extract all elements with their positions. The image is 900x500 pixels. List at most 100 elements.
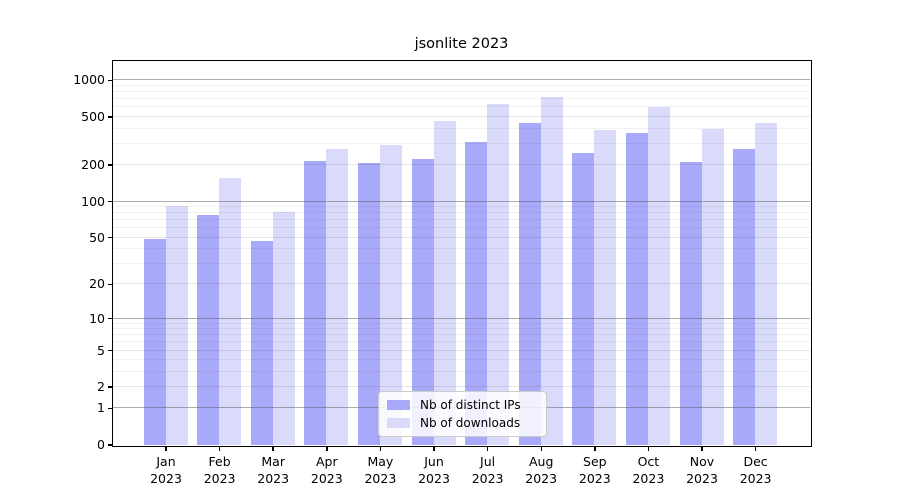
x-tick-label-Oct: Oct 2023 (632, 454, 665, 486)
bar-distinct-ips-May (357, 163, 380, 445)
bar-distinct-ips-Mar (250, 241, 273, 445)
gridline-7 (112, 334, 810, 336)
legend-label-distinct-ips: Nb of distinct IPs (420, 398, 521, 412)
y-tick-label-2: 2 (97, 379, 105, 394)
x-tick-label-Jan: Jan 2023 (150, 454, 182, 486)
gridline-500 (112, 116, 810, 117)
y-tick-label-200: 200 (81, 157, 105, 173)
gridline-6 (112, 341, 810, 343)
x-tick-label-May: May 2023 (364, 454, 397, 486)
legend-swatch-distinct-ips (387, 400, 410, 410)
bar-downloads-May (379, 145, 402, 445)
x-tick-Dec (754, 446, 757, 451)
x-tick-label-Jun: Jun 2023 (418, 454, 450, 486)
gridline-700 (112, 98, 810, 100)
bar-downloads-Feb (219, 178, 242, 445)
bars-layer (113, 61, 810, 445)
gridline-5 (112, 349, 810, 351)
gridline-900 (112, 85, 810, 86)
gridline-1000 (112, 79, 810, 81)
bar-distinct-ips-Aug (518, 123, 541, 445)
x-tick-Nov (701, 446, 703, 451)
y-tick-1000 (108, 79, 113, 82)
x-tick-Apr (326, 446, 328, 451)
x-tick-label-Apr: Apr 2023 (310, 454, 343, 486)
gridline-100 (112, 200, 810, 202)
gridline-3 (112, 370, 810, 372)
x-tick-Aug (540, 446, 542, 451)
bar-downloads-Jun (433, 121, 456, 445)
x-tick-label-Nov: Nov 2023 (686, 454, 718, 486)
y-tick-label-20: 20 (89, 276, 105, 292)
x-tick-label-Mar: Mar 2023 (257, 454, 290, 486)
y-tick-10 (108, 317, 113, 320)
gridline-30 (112, 262, 810, 264)
y-tick-500 (108, 116, 113, 118)
x-tick-Jun (433, 446, 435, 451)
gridline-4 (112, 359, 810, 361)
x-tick-label-Feb: Feb 2023 (203, 454, 236, 486)
gridline-80 (112, 212, 810, 214)
bar-distinct-ips-Sep (572, 152, 595, 445)
gridline-40 (112, 248, 810, 249)
plot-area (111, 59, 812, 447)
x-tick-Feb (218, 446, 221, 451)
bar-distinct-ips-Oct (625, 133, 648, 445)
y-tick-label-1: 1 (97, 400, 105, 416)
y-tick-label-50: 50 (89, 229, 105, 245)
gridline-400 (112, 127, 810, 129)
gridline-300 (112, 142, 810, 144)
bar-downloads-Apr (326, 148, 349, 445)
y-tick-label-500: 500 (81, 109, 105, 124)
y-tick-50 (108, 236, 113, 239)
y-tick-5 (108, 349, 113, 352)
bar-downloads-Sep (594, 129, 617, 445)
x-tick-label-Sep: Sep 2023 (578, 454, 611, 486)
gridline-20 (112, 283, 810, 285)
gridline-800 (112, 91, 810, 93)
x-tick-Mar (272, 446, 274, 451)
y-tick-100 (108, 200, 113, 203)
gridline-50 (112, 236, 810, 238)
bar-downloads-Jan (165, 205, 188, 445)
chart-title: jsonlite 2023 (414, 36, 509, 52)
grid-layer (112, 61, 810, 445)
bar-distinct-ips-Feb (197, 215, 220, 445)
gridline-10 (112, 317, 810, 319)
x-tick-Oct (647, 446, 650, 451)
legend-row-distinct-ips: Nb of distinct IPs (387, 398, 538, 412)
legend-row-downloads: Nb of downloads (387, 416, 538, 430)
bar-distinct-ips-Apr (304, 161, 327, 445)
gridline-200 (112, 164, 810, 166)
x-tick-Jul (486, 446, 489, 451)
gridline-70 (112, 219, 810, 221)
y-tick-label-0: 0 (97, 437, 105, 452)
gridline-9 (112, 322, 810, 324)
y-tick-2 (108, 386, 113, 388)
bar-downloads-Nov (701, 129, 724, 445)
x-tick-May (379, 446, 382, 451)
bar-downloads-Dec (755, 123, 778, 445)
gridline-90 (112, 206, 810, 207)
bar-downloads-Aug (540, 97, 563, 445)
gridline-2 (112, 386, 810, 387)
y-tick-200 (108, 164, 113, 166)
gridline-60 (112, 227, 810, 229)
y-tick-label-5: 5 (97, 342, 105, 358)
legend-label-downloads: Nb of downloads (420, 416, 521, 430)
legend-swatch-downloads (387, 418, 410, 428)
gridline-8 (112, 328, 810, 330)
bar-downloads-Jul (487, 104, 510, 445)
gridline-600 (112, 106, 810, 108)
bar-distinct-ips-Nov (679, 162, 702, 445)
x-tick-Jan (165, 446, 167, 451)
bar-downloads-Oct (647, 107, 670, 445)
y-tick-1 (108, 407, 113, 410)
x-tick-label-Dec: Dec 2023 (739, 454, 772, 486)
y-tick-0 (108, 444, 113, 446)
bar-distinct-ips-Jul (465, 142, 488, 445)
bar-distinct-ips-Jan (143, 239, 166, 445)
bar-downloads-Mar (272, 212, 295, 445)
x-tick-label-Aug: Aug 2023 (525, 454, 558, 486)
